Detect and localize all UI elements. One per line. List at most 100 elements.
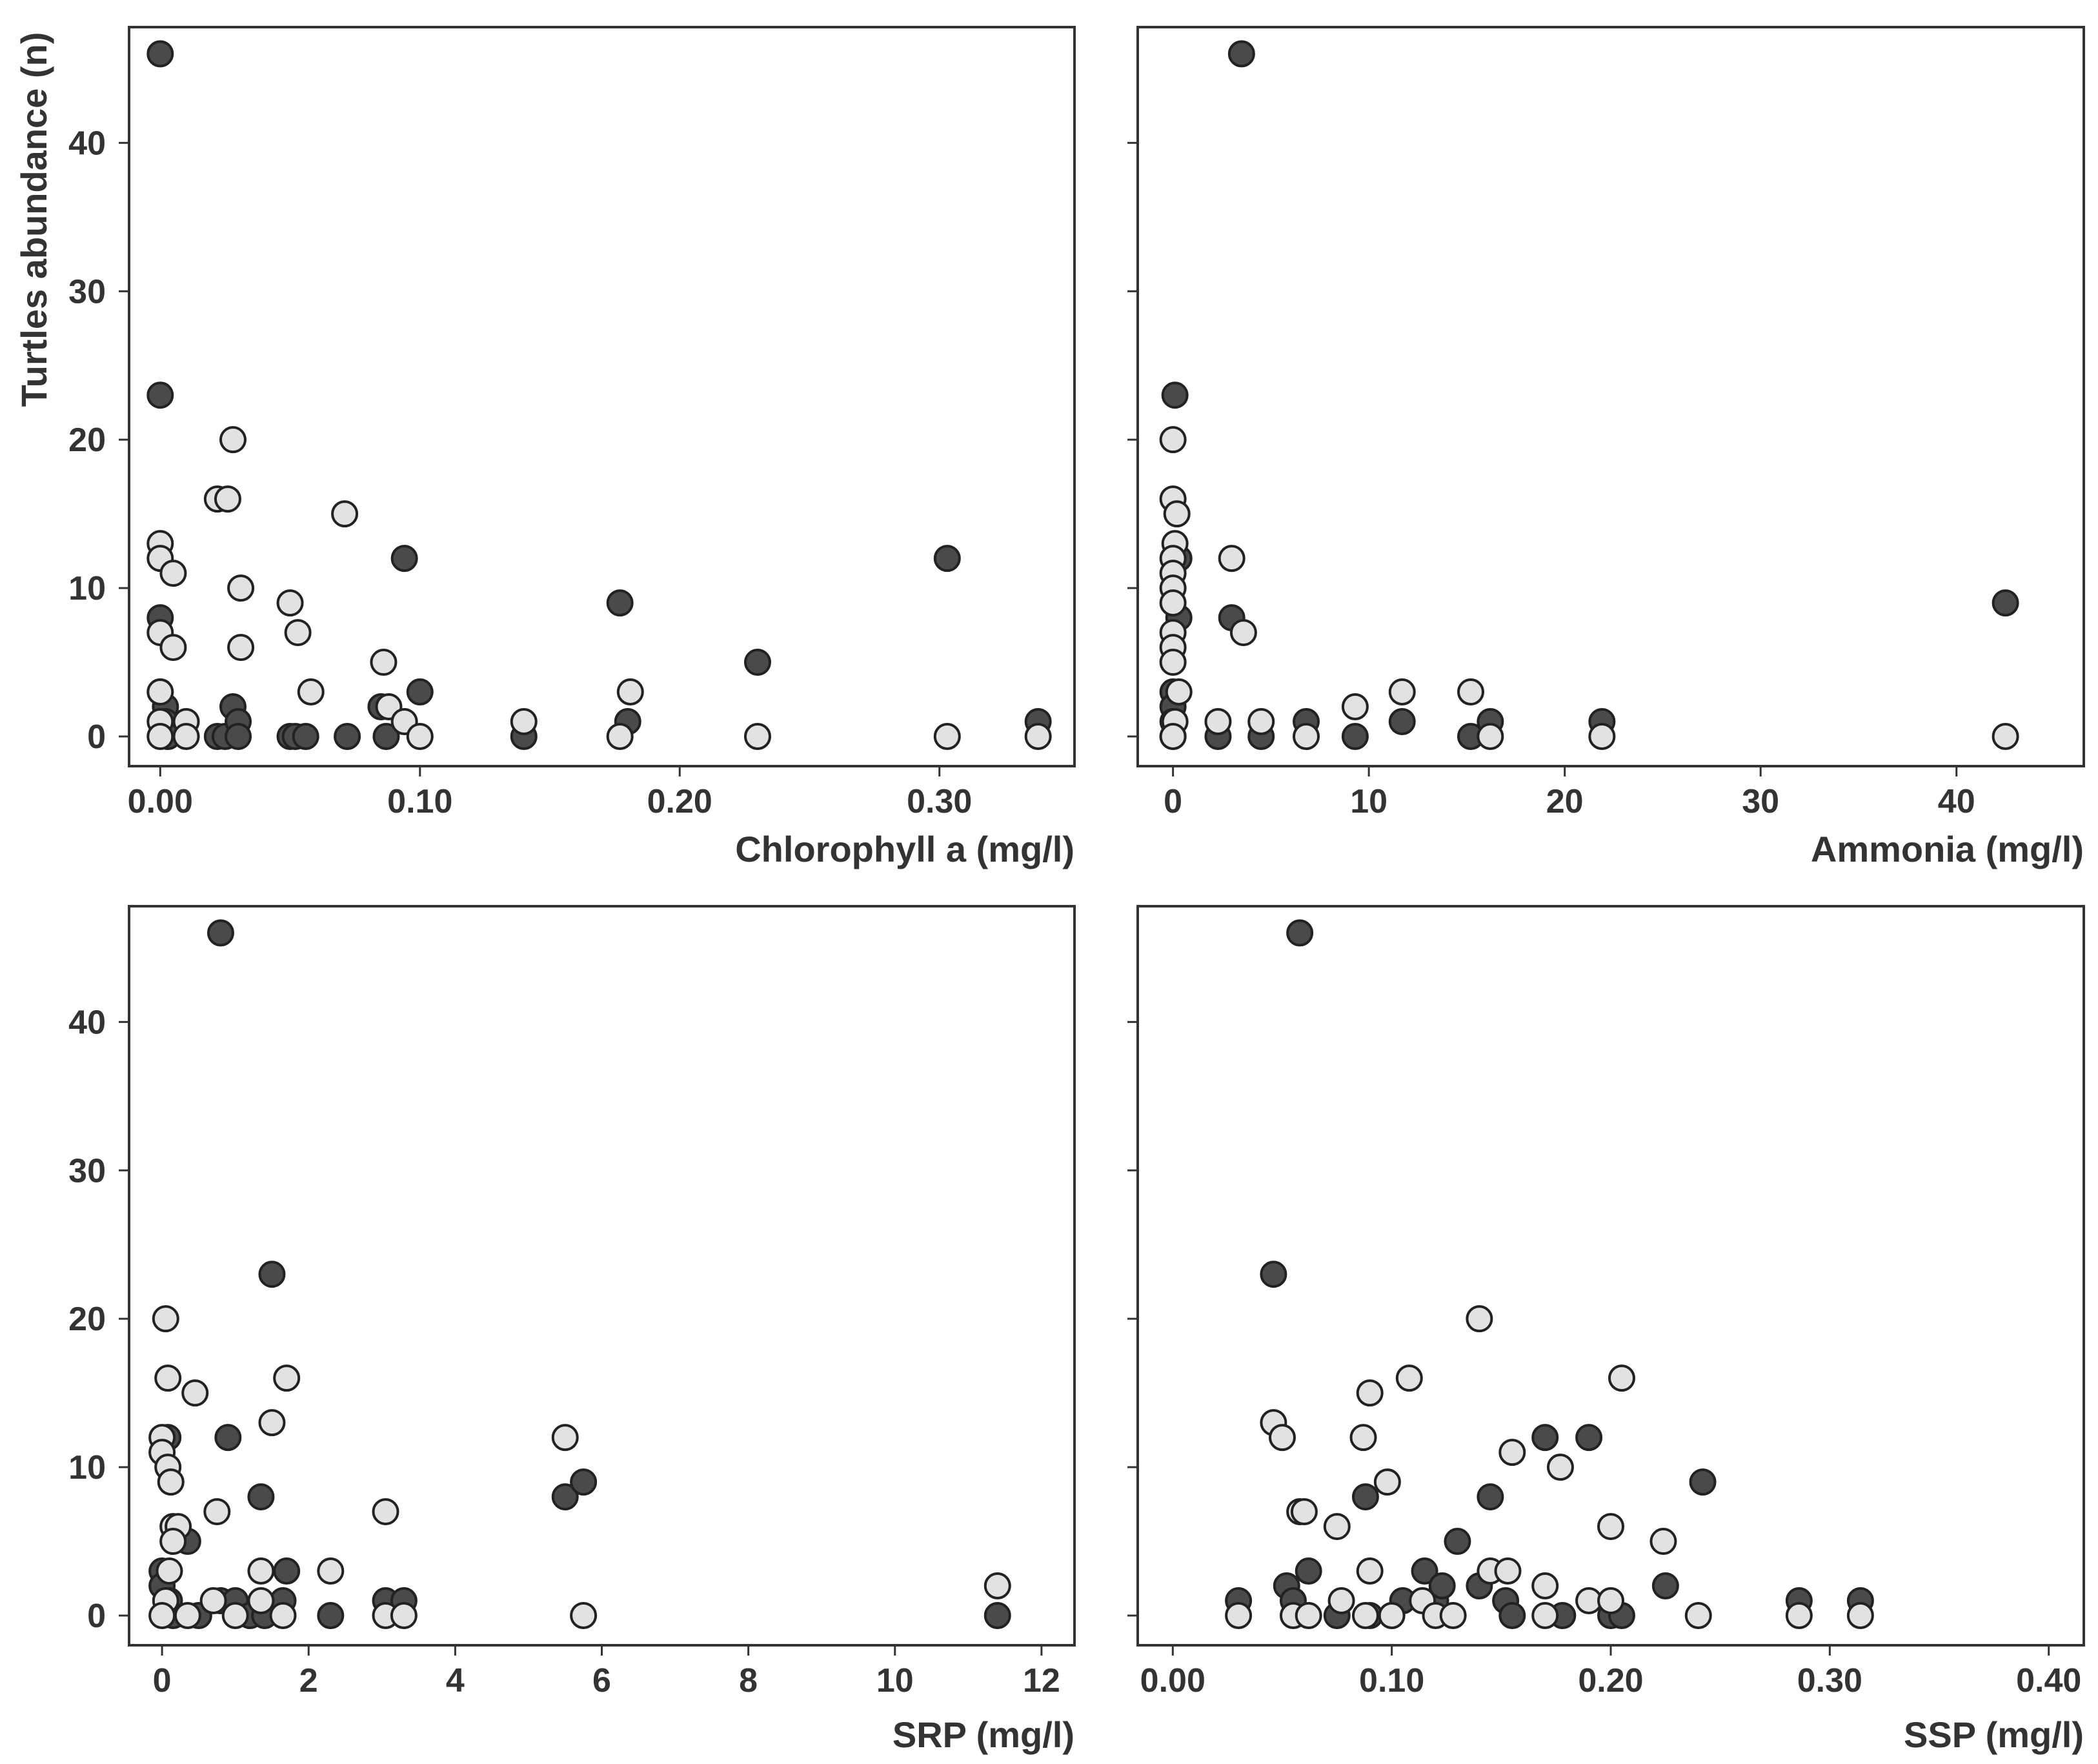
y-tick-label: 40 [68,125,106,162]
x-tick-label: 0.40 [2016,1662,2081,1699]
y-tick-label: 10 [68,1449,106,1486]
light-data-point [370,649,398,676]
light-data-point [157,1468,185,1496]
dark-data-point [225,723,252,751]
light-data-point [1204,708,1232,736]
light-data-point [1268,1424,1296,1452]
dark-data-point [317,1602,345,1630]
light-data-point [1293,723,1320,751]
y-tick-label: 30 [68,273,106,310]
x-tick-label: 0.30 [907,783,972,820]
light-data-point [1378,1602,1406,1630]
dark-data-point [258,1261,286,1288]
light-data-point [1225,1602,1253,1630]
dark-data-point [1531,1424,1559,1452]
x-tick-label: 10 [1350,783,1387,820]
points-ammonia [1159,40,2019,751]
light-data-point [983,1572,1011,1600]
dark-data-point [1341,723,1369,751]
dark-data-point [406,678,434,706]
dark-data-point [606,589,634,617]
light-data-point [390,1602,418,1630]
x-tick-label: 0.10 [1359,1662,1424,1699]
light-data-point [1349,1424,1377,1452]
light-data-point [1531,1602,1559,1630]
light-data-point [1457,678,1484,706]
dark-data-point [247,1483,275,1511]
light-data-point [1498,1439,1526,1466]
panel-chlorophyll: 0.00 0.10 0.20 0.30 0 10 20 30 40 Chlorophyll a … [68,26,1076,869]
light-data-point [227,574,255,602]
dark-data-point [1992,589,2019,617]
dark-data-point [214,1424,242,1452]
dark-data-point [933,545,961,573]
light-data-point [203,1498,231,1526]
x-tick-label: 0.10 [387,783,452,820]
light-data-point [331,500,359,528]
dark-data-point [1444,1528,1471,1556]
light-data-point [1290,1498,1318,1526]
light-data-point [1597,1513,1624,1541]
light-data-point [1546,1454,1574,1481]
light-data-point [372,1498,399,1526]
x-tick-label: 0.00 [128,783,193,820]
light-data-point [1159,426,1187,454]
x-tick-label: 4 [446,1662,465,1699]
light-data-point [1163,500,1191,528]
dark-data-point [1477,1483,1504,1511]
light-data-point [1218,545,1246,573]
light-data-point [1351,1602,1379,1630]
x-tick-label: 30 [1742,783,1779,820]
light-data-point [273,1364,301,1392]
light-data-point [148,1602,176,1630]
x-tick-label: 20 [1546,783,1584,820]
light-data-point [406,723,434,751]
light-data-point [606,723,634,751]
panel-ssp: 0.00 0.10 0.20 0.30 0.40 SSP (mg/l) [1127,905,2085,1755]
dark-data-point [390,545,418,573]
light-data-point [214,485,241,513]
x-axis-title-chlorophyll: Chlorophyll a (mg/l) [735,829,1074,869]
panel-srp: 0 2 4 6 8 10 12 0 10 20 30 40 SRP (mg/l) [68,905,1076,1755]
dark-data-point [146,40,174,68]
light-data-point [743,723,771,751]
dark-data-point [983,1602,1011,1630]
light-data-point [199,1587,227,1615]
y-tick-label: 10 [68,570,106,607]
x-tick-label: 0.30 [1797,1662,1862,1699]
light-data-point [510,708,538,736]
dark-data-point [1351,1483,1379,1511]
light-data-point [1494,1557,1522,1585]
light-data-point [156,1557,183,1585]
ticks-chlorophyll: 0.00 0.10 0.20 0.30 0 10 20 30 40 [68,125,972,820]
light-data-point [1439,1602,1467,1630]
dark-data-point [1575,1424,1603,1452]
light-data-point [1588,723,1616,751]
light-data-point [172,723,200,751]
x-tick-label: 6 [592,1662,611,1699]
light-data-point [1649,1528,1677,1556]
light-data-point [551,1424,579,1452]
dark-data-point [1227,40,1255,68]
ticks-ammonia: 0 10 20 30 40 [1127,141,1975,820]
light-data-point [221,1602,249,1630]
y-tick-label: 0 [87,718,106,756]
dark-data-point [1295,1557,1322,1585]
ticks-srp: 0 2 4 6 8 10 12 0 10 20 30 40 [68,1004,1060,1699]
x-axis-title-srp: SRP (mg/l) [893,1714,1074,1755]
x-tick-label: 12 [1023,1662,1060,1699]
dark-data-point [372,723,400,751]
light-data-point [159,1528,187,1556]
light-data-point [154,1364,182,1392]
light-data-point [1024,723,1052,751]
light-data-point [1785,1602,1813,1630]
x-tick-label: 2 [299,1662,318,1699]
x-axis-title-ammonia: Ammonia (mg/l) [1811,829,2084,869]
x-tick-label: 0 [153,1662,172,1699]
light-data-point [1341,693,1369,721]
light-data-point [146,723,174,751]
ticks-ssp: 0.00 0.10 0.20 0.30 0.40 [1127,1020,2081,1699]
points-srp [148,919,1011,1630]
dark-data-point [1689,1468,1717,1496]
